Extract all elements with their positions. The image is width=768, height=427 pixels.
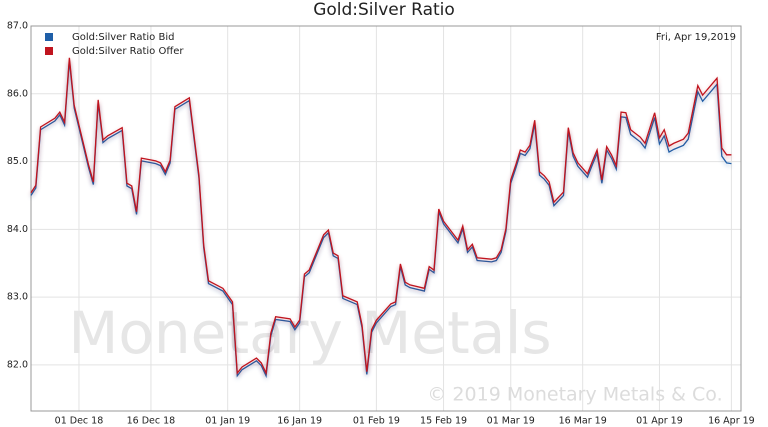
y-tick-label: 85.0	[7, 156, 28, 167]
legend-label: Gold:Silver Ratio Offer	[72, 46, 184, 57]
legend-swatch	[45, 47, 53, 55]
x-tick-label: 16 Dec 18	[127, 416, 176, 427]
x-tick-label: 16 Jan 19	[277, 416, 322, 427]
date-label: Fri, Apr 19,2019	[656, 32, 736, 43]
plot-border	[30, 25, 742, 412]
series-line	[30, 57, 732, 376]
y-tick-label: 86.0	[7, 88, 28, 99]
y-tick-label: 87.0	[7, 21, 28, 32]
x-tick-label: 15 Feb 19	[420, 416, 467, 427]
x-tick-label: 01 Apr 19	[636, 416, 683, 427]
y-tick-label: 84.0	[7, 224, 28, 235]
x-tick-label: 01 Feb 19	[353, 416, 400, 427]
y-tick-label: 83.0	[7, 292, 28, 303]
x-tick-label: 16 Mar 19	[559, 416, 607, 427]
copyright: © 2019 Monetary Metals & Co.	[427, 384, 722, 406]
x-tick-label: 01 Dec 18	[55, 416, 104, 427]
x-tick-label: 01 Jan 19	[205, 416, 250, 427]
legend-label: Gold:Silver Ratio Bid	[72, 32, 174, 43]
x-tick-label: 16 Apr 19	[708, 416, 755, 427]
legend-swatch	[45, 33, 53, 41]
watermark: Monetary Metals	[68, 299, 551, 367]
x-tick-label: 01 Mar 19	[487, 416, 535, 427]
y-tick-label: 82.0	[7, 359, 28, 370]
series-line	[30, 60, 732, 379]
chart-title: Gold:Silver Ratio	[313, 0, 455, 20]
